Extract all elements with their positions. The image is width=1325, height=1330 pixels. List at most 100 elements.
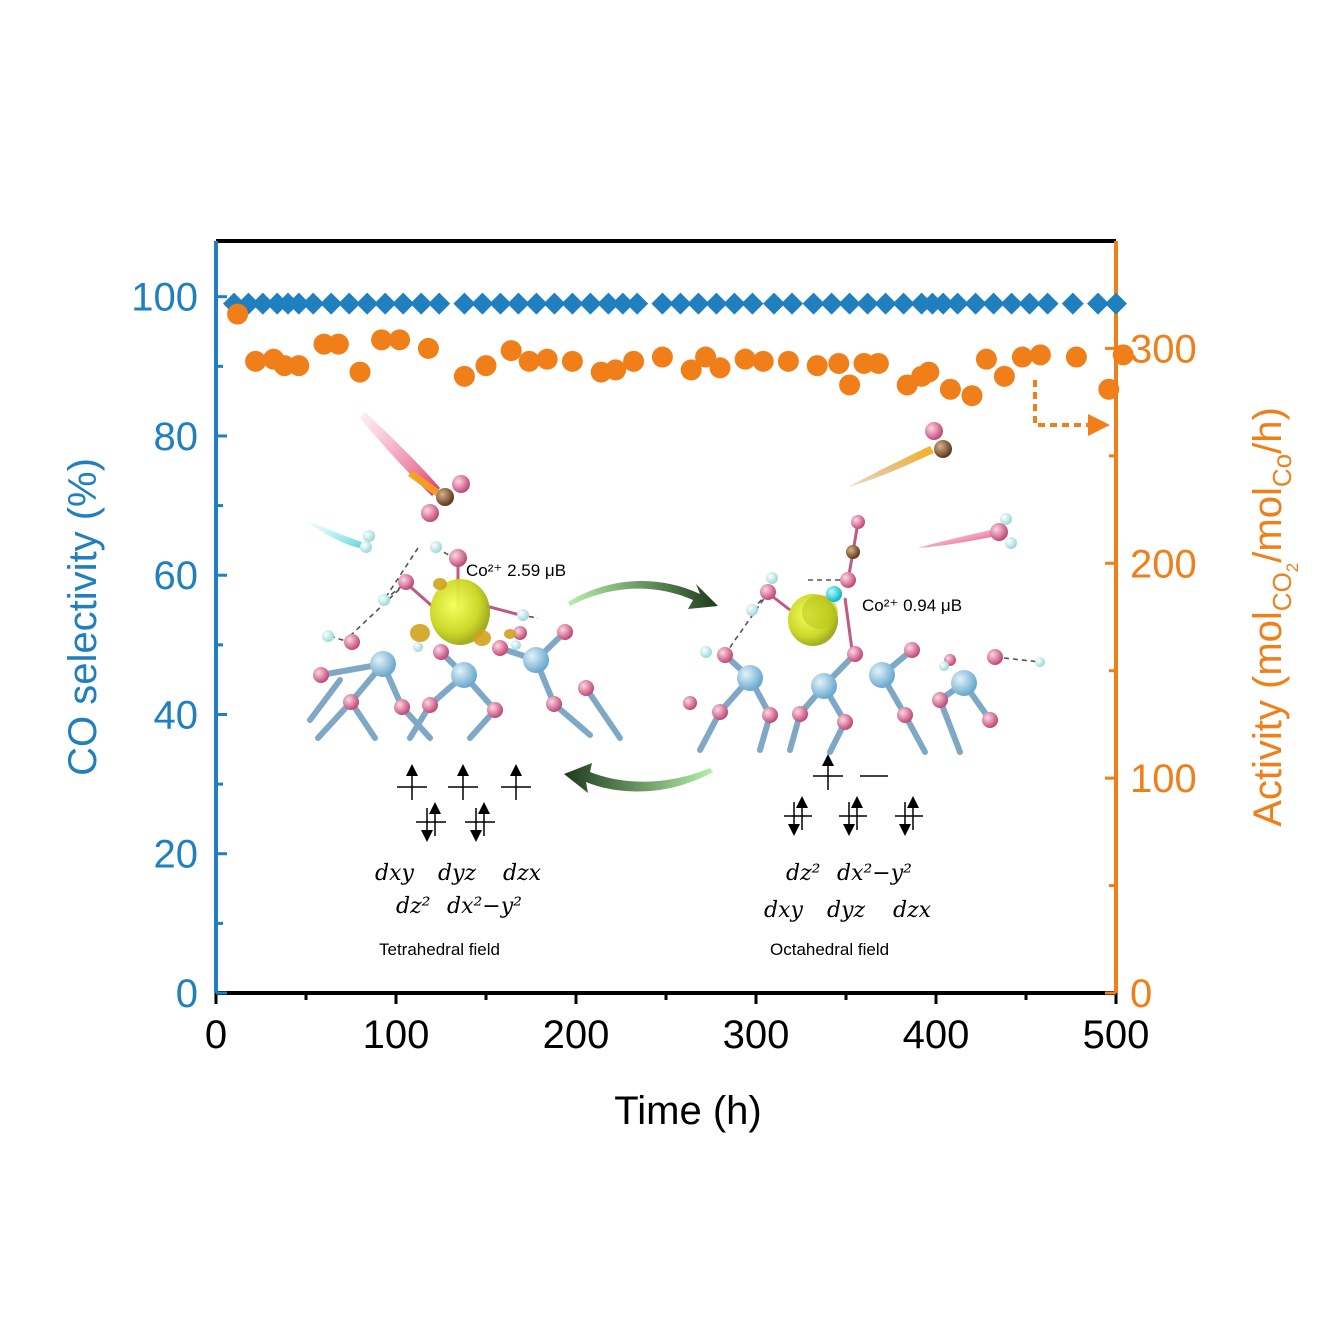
right-y-title-part-6: /h) xyxy=(1246,407,1290,454)
selectivity-point xyxy=(543,292,566,315)
left-y-tick-label: 60 xyxy=(154,554,199,598)
axis-ticks xyxy=(214,295,1118,1004)
activity-point xyxy=(975,348,997,370)
right-y-title-part-1: Activity (mol xyxy=(1246,611,1290,827)
selectivity-point xyxy=(874,292,897,315)
inset-illustration: Co²⁺ 2.59 μB Co²⁺ 0.94 μB dxy dyz dzx dz… xyxy=(305,412,1045,959)
activity-point xyxy=(500,340,522,362)
octa-orbital-dxy: dxy xyxy=(764,898,803,923)
x-axis-title: Time (h) xyxy=(614,1089,761,1133)
activity-point xyxy=(327,333,349,355)
selectivity-point xyxy=(982,292,1005,315)
activity-point xyxy=(961,385,983,407)
left-y-tick-label: 20 xyxy=(154,833,199,877)
activity-point xyxy=(561,350,583,372)
selectivity-point xyxy=(626,292,649,315)
activity-point xyxy=(867,352,889,374)
activity-point xyxy=(417,337,439,359)
selectivity-point xyxy=(723,292,746,315)
selectivity-point xyxy=(428,292,451,315)
activity-point xyxy=(518,350,540,372)
activity-point xyxy=(853,352,875,374)
activity-point xyxy=(389,329,411,351)
activity-point xyxy=(245,350,267,372)
activity-point xyxy=(806,355,828,377)
activity-point xyxy=(709,357,731,379)
activity-point xyxy=(695,346,717,368)
tetrahedral-orbital-diagram xyxy=(397,764,531,842)
selectivity-point xyxy=(1105,292,1127,315)
tetra-orbital-dx2y2: dx²−y² xyxy=(447,894,522,919)
left-y-tick-label: 40 xyxy=(154,693,199,737)
molecule-trails xyxy=(305,412,1017,553)
selectivity-point xyxy=(392,292,415,315)
selectivity-point xyxy=(410,292,433,315)
right-y-title-part-5: Co xyxy=(1267,454,1297,487)
co-selectivity-series xyxy=(223,292,1127,315)
selectivity-point xyxy=(669,292,692,315)
activity-point xyxy=(777,350,799,372)
selectivity-point xyxy=(892,292,915,315)
octa-orbital-dz2: dz² xyxy=(786,861,821,886)
x-tick-label: 400 xyxy=(903,1013,970,1057)
activity-point xyxy=(1029,344,1051,366)
right-y-tick-label: 0 xyxy=(1130,972,1152,1016)
activity-point xyxy=(839,374,861,396)
x-tick-label: 500 xyxy=(1083,1013,1150,1057)
selectivity-point xyxy=(802,292,825,315)
activity-point xyxy=(288,355,310,377)
tetrahedral-lattice-illustration xyxy=(307,541,623,741)
selectivity-point xyxy=(1018,292,1041,315)
selectivity-point xyxy=(1000,292,1023,315)
tetrahedral-moment-label: Co²⁺ 2.59 μB xyxy=(466,561,566,580)
right-y-title-part-3: 2 xyxy=(1283,563,1302,572)
tetra-orbital-dz2: dz² xyxy=(396,894,431,919)
activity-point xyxy=(475,355,497,377)
tetrahedral-field-caption: Tetrahedral field xyxy=(379,940,500,959)
activity-point xyxy=(623,350,645,372)
right-axis-pointer-arrow xyxy=(1033,380,1110,436)
octa-orbital-dyz: dyz xyxy=(827,898,866,923)
selectivity-point xyxy=(251,292,274,315)
right-y-title-part-2: CO xyxy=(1267,572,1297,611)
activity-point xyxy=(1098,378,1120,400)
selectivity-point xyxy=(651,292,674,315)
octa-orbital-dx2y2: dx²−y² xyxy=(837,861,912,886)
activity-point xyxy=(273,355,295,377)
tetra-orbital-dzx: dzx xyxy=(503,861,542,886)
activity-point xyxy=(993,365,1015,387)
x-tick-label: 100 xyxy=(363,1013,430,1057)
left-y-axis-title: CO selectivity (%) xyxy=(61,458,105,776)
right-y-tick-label: 200 xyxy=(1130,542,1197,586)
tetra-orbital-dyz: dyz xyxy=(438,861,477,886)
selectivity-point xyxy=(287,292,310,315)
selectivity-point xyxy=(338,292,361,315)
right-y-tick-label: 300 xyxy=(1130,327,1197,371)
selectivity-point xyxy=(320,292,343,315)
activity-point xyxy=(227,303,249,325)
activity-point xyxy=(605,359,627,381)
selectivity-point xyxy=(597,292,620,315)
selectivity-point xyxy=(705,292,728,315)
activity-point xyxy=(651,346,673,368)
x-tick-label: 200 xyxy=(543,1013,610,1057)
left-y-tick-label: 100 xyxy=(131,276,198,320)
activity-point xyxy=(453,365,475,387)
octahedral-field-caption: Octahedral field xyxy=(770,940,889,959)
selectivity-point xyxy=(856,292,879,315)
selectivity-point xyxy=(932,292,955,315)
activity-point xyxy=(1011,346,1033,368)
activity-point xyxy=(371,329,393,351)
selectivity-point xyxy=(1036,292,1059,315)
activity-series xyxy=(227,303,1134,407)
selectivity-point xyxy=(741,292,764,315)
right-y-axis-title: Activity (molCO2/molCo/h) xyxy=(1246,407,1302,827)
activity-point xyxy=(939,378,961,400)
selectivity-point xyxy=(946,292,969,315)
selectivity-point xyxy=(611,292,634,315)
selectivity-point xyxy=(1087,292,1109,315)
activity-point xyxy=(734,348,756,370)
selectivity-point xyxy=(302,292,325,315)
